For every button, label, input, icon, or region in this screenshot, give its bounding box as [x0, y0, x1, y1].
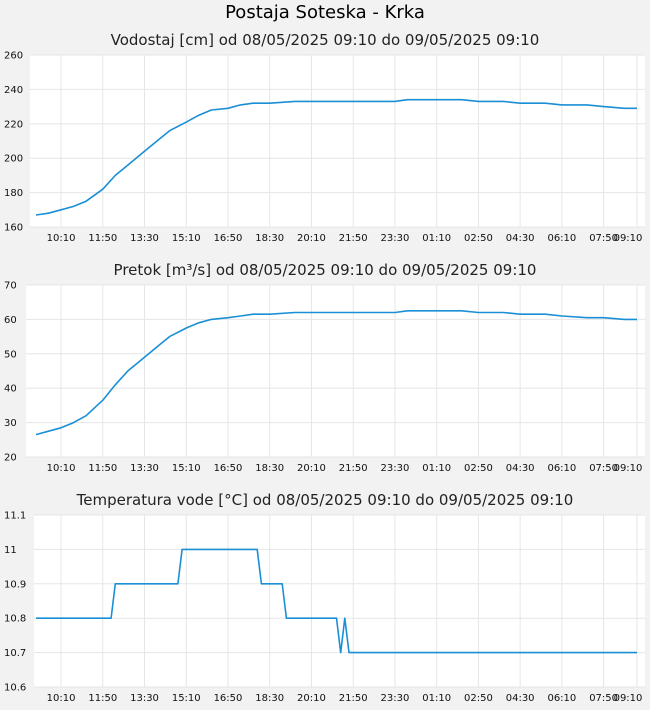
discharge-y-tick-label: 50 — [4, 349, 17, 360]
temperature-x-tick-label: 06:10 — [547, 693, 576, 704]
water-level-chart-title: Vodostaj [cm] od 08/05/2025 09:10 do 09/… — [110, 31, 540, 49]
discharge-x-tick-label: 06:10 — [547, 463, 576, 474]
discharge-x-tick-label: 10:10 — [47, 463, 76, 474]
discharge-x-tick-label: 18:30 — [255, 463, 284, 474]
temperature-plot-area — [34, 515, 645, 687]
temperature-x-tick-label: 02:50 — [464, 693, 493, 704]
discharge-x-tick-label: 16:50 — [214, 463, 243, 474]
water-level-plot-area — [30, 55, 645, 227]
discharge-x-tick-label: 09:10 — [614, 463, 643, 474]
temperature-y-tick-label: 11 — [4, 545, 17, 556]
temperature-series-line — [36, 548, 637, 654]
temperature-x-tick-label: 21:50 — [339, 693, 368, 704]
temperature-y-tick-label: 10.6 — [4, 683, 26, 694]
water-level-x-tick-label: 06:10 — [547, 233, 576, 244]
temperature-x-tick-label: 15:10 — [172, 693, 201, 704]
water-level-series-line — [35, 98, 637, 216]
discharge-x-tick-label: 13:30 — [130, 463, 159, 474]
temperature-x-tick-label: 10:10 — [47, 693, 76, 704]
temperature-y-tick-label: 10.8 — [4, 614, 26, 625]
temperature-y-tick-label: 11.1 — [4, 511, 26, 522]
water-level-x-tick-label: 13:30 — [130, 233, 159, 244]
temperature-x-tick-label: 04:30 — [506, 693, 535, 704]
water-level-y-tick-label: 240 — [4, 85, 23, 96]
water-level-y-tick-label: 260 — [4, 51, 23, 62]
water-level-x-tick-label: 02:50 — [464, 233, 493, 244]
water-level-x-tick-label: 04:30 — [506, 233, 535, 244]
discharge-y-tick-label: 20 — [4, 453, 17, 464]
temperature-x-tick-label: 18:30 — [255, 693, 284, 704]
discharge-series-line — [35, 309, 637, 436]
discharge-x-tick-label: 21:50 — [339, 463, 368, 474]
temperature-y-tick-label: 10.9 — [4, 579, 26, 590]
water-level-x-tick-label: 18:30 — [255, 233, 284, 244]
temperature-x-tick-label: 13:30 — [130, 693, 159, 704]
discharge-x-tick-label: 15:10 — [172, 463, 201, 474]
water-level-x-tick-label: 23:30 — [381, 233, 410, 244]
temperature-x-tick-label: 01:10 — [422, 693, 451, 704]
temperature-x-tick-label: 07:50 — [589, 693, 618, 704]
discharge-x-tick-label: 04:30 — [506, 463, 535, 474]
discharge-chart-title: Pretok [m³/s] od 08/05/2025 09:10 do 09/… — [113, 261, 537, 279]
water-level-x-tick-label: 07:50 — [589, 233, 618, 244]
water-level-x-tick-label: 15:10 — [172, 233, 201, 244]
water-level-x-tick-label: 20:10 — [297, 233, 326, 244]
discharge-x-tick-label: 02:50 — [464, 463, 493, 474]
discharge-x-tick-label: 23:30 — [381, 463, 410, 474]
water-level-x-tick-label: 21:50 — [339, 233, 368, 244]
temperature-chart-title: Temperatura vode [°C] od 08/05/2025 09:1… — [76, 491, 574, 509]
water-level-y-tick-label: 160 — [4, 223, 23, 234]
discharge-y-tick-label: 60 — [4, 315, 17, 326]
temperature-x-tick-label: 20:10 — [297, 693, 326, 704]
temperature-x-tick-label: 09:10 — [614, 693, 643, 704]
water-level-x-tick-label: 16:50 — [214, 233, 243, 244]
temperature-y-tick-label: 10.7 — [4, 648, 26, 659]
temperature-x-tick-label: 16:50 — [214, 693, 243, 704]
discharge-x-tick-label: 07:50 — [589, 463, 618, 474]
water-level-x-tick-label: 01:10 — [422, 233, 451, 244]
water-level-x-tick-label: 11:50 — [88, 233, 117, 244]
water-level-y-tick-label: 180 — [4, 188, 23, 199]
discharge-x-tick-label: 01:10 — [422, 463, 451, 474]
discharge-x-tick-label: 11:50 — [88, 463, 117, 474]
discharge-y-tick-label: 30 — [4, 418, 17, 429]
water-level-y-tick-label: 220 — [4, 119, 23, 130]
discharge-y-tick-label: 70 — [4, 281, 17, 292]
discharge-y-tick-label: 40 — [4, 384, 17, 395]
discharge-x-tick-label: 20:10 — [297, 463, 326, 474]
water-level-x-tick-label: 09:10 — [614, 233, 643, 244]
temperature-x-tick-label: 11:50 — [88, 693, 117, 704]
temperature-x-tick-label: 23:30 — [381, 693, 410, 704]
water-level-y-tick-label: 200 — [4, 154, 23, 165]
page-title: Postaja Soteska - Krka — [225, 2, 425, 23]
water-level-x-tick-label: 10:10 — [47, 233, 76, 244]
